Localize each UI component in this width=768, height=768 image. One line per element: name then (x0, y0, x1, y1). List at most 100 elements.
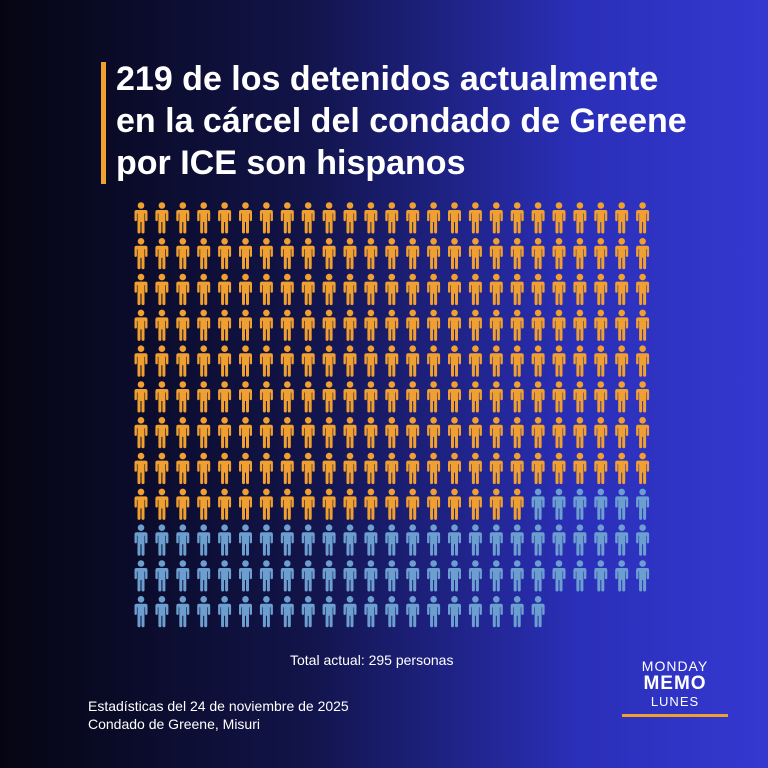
person-icon (615, 381, 629, 413)
person-icon (468, 238, 482, 270)
person-icon (510, 309, 524, 341)
person-icon (134, 596, 148, 628)
person-icon (594, 309, 608, 341)
person-icon (448, 524, 461, 556)
person-icon (322, 452, 336, 485)
person-icon (489, 273, 503, 306)
person-icon (489, 452, 503, 485)
person-icon (594, 452, 608, 485)
person-icon (468, 273, 482, 306)
person-icon (636, 202, 650, 234)
person-icon (343, 381, 357, 413)
person-icon (343, 273, 357, 306)
person-icon (176, 596, 190, 628)
person-icon (448, 417, 461, 449)
person-icon (259, 417, 273, 449)
person-icon (385, 309, 399, 341)
person-icon (636, 452, 650, 485)
person-icon (155, 417, 169, 449)
person-icon (197, 417, 211, 449)
person-icon (406, 202, 420, 234)
person-icon (322, 202, 336, 234)
person-icon (301, 488, 315, 520)
person-icon (155, 596, 169, 628)
person-icon (197, 524, 211, 556)
person-icon (448, 452, 461, 485)
person-icon (552, 560, 566, 592)
person-icon (489, 345, 503, 377)
person-icon (427, 488, 441, 520)
person-icon (636, 345, 650, 377)
person-icon (322, 488, 336, 520)
person-icon (301, 202, 315, 234)
person-icon (385, 417, 399, 449)
person-icon (406, 238, 420, 270)
person-icon (301, 596, 315, 628)
person-icon (134, 345, 148, 377)
person-icon (615, 309, 629, 341)
person-icon (364, 345, 378, 377)
person-icon (176, 273, 190, 306)
person-icon (218, 238, 232, 270)
person-icon (468, 452, 482, 485)
person-icon (176, 202, 190, 234)
person-icon (259, 273, 273, 306)
person-icon (427, 273, 441, 306)
person-icon (510, 524, 524, 556)
person-icon (427, 381, 441, 413)
person-icon (322, 238, 336, 270)
person-icon (364, 202, 378, 234)
person-icon (322, 524, 336, 556)
person-icon (259, 488, 273, 520)
person-icon (280, 238, 294, 270)
person-icon (364, 596, 378, 628)
person-icon (448, 596, 461, 628)
person-icon (406, 488, 420, 520)
person-icon (468, 524, 482, 556)
person-icon (218, 560, 232, 592)
person-icon (239, 452, 252, 485)
person-icon (573, 452, 587, 485)
person-icon (280, 596, 294, 628)
person-icon (531, 309, 545, 341)
accent-bar (101, 62, 106, 184)
person-icon (636, 238, 650, 270)
person-icon (427, 452, 441, 485)
person-icon (406, 596, 420, 628)
person-icon (218, 202, 232, 234)
person-icon (301, 452, 315, 485)
person-icon (301, 417, 315, 449)
person-icon (427, 345, 441, 377)
person-icon (552, 452, 566, 485)
logo-text: MONDAY (641, 658, 709, 674)
person-icon (155, 381, 169, 413)
person-icon (259, 238, 273, 270)
person-icon (322, 596, 336, 628)
person-icon (197, 452, 211, 485)
person-icon (468, 596, 482, 628)
person-icon (343, 417, 357, 449)
person-icon (239, 273, 252, 306)
person-icon (176, 488, 190, 520)
person-icon (573, 417, 587, 449)
person-icon (406, 309, 420, 341)
person-icon (573, 381, 587, 413)
person-icon (155, 345, 169, 377)
person-icon (448, 309, 461, 341)
person-icon (239, 238, 252, 270)
person-icon (280, 309, 294, 341)
person-icon (280, 452, 294, 485)
person-icon (176, 560, 190, 592)
person-icon (218, 345, 232, 377)
person-icon (468, 345, 482, 377)
person-icon (448, 273, 461, 306)
person-icon (406, 417, 420, 449)
person-icon (197, 273, 211, 306)
person-icon (218, 524, 232, 556)
person-icon (531, 596, 545, 628)
person-icon (259, 596, 273, 628)
person-icon (239, 381, 252, 413)
person-icon (552, 417, 566, 449)
person-icon (280, 202, 294, 234)
person-icon (468, 488, 482, 520)
